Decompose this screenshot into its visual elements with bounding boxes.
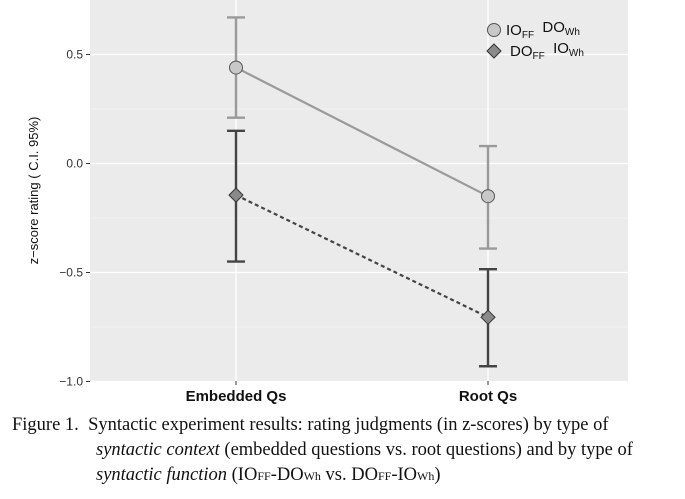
legend-label: DOFF IOWh xyxy=(510,40,584,62)
series-2 xyxy=(227,129,497,368)
caption-text-1: Syntactic experiment results: rating jud… xyxy=(88,415,609,435)
figure-caption: Figure 1. Syntactic experiment results: … xyxy=(12,413,677,489)
caption-part: vs. DO xyxy=(320,465,378,485)
legend-label: IOFF DOWh xyxy=(506,19,580,41)
data-point xyxy=(228,187,244,203)
y-tick-label: 0.0 xyxy=(66,157,83,171)
series-1 xyxy=(227,16,497,250)
caption-sub: Wh xyxy=(303,469,321,483)
series-line xyxy=(235,194,489,319)
y-axis-label: z−score rating ( C.I. 95%) xyxy=(26,117,41,265)
caption-sub: Wh xyxy=(417,469,435,483)
data-point xyxy=(229,60,243,75)
y-tick-label: 0.5 xyxy=(66,48,83,62)
data-point xyxy=(481,189,495,204)
legend-key xyxy=(486,43,502,59)
caption-text-2: (embedded questions vs. root questions) … xyxy=(224,440,633,460)
caption-sub: FF xyxy=(377,469,392,483)
chart: −1.0 −0.5 0.0 0.5 Embedded Qs Root Qs z−scor… xyxy=(26,0,628,405)
legend-key xyxy=(487,23,501,37)
caption-line-3: syntactic function (IOFF-DOWh vs. DOFF-I… xyxy=(12,463,677,489)
legend-item: IOFF DOWh xyxy=(487,19,580,41)
x-category-label: Root Qs xyxy=(459,388,517,405)
legend-item: DOFF IOWh xyxy=(486,40,584,62)
caption-part: (IO xyxy=(231,465,258,485)
caption-line-1: Figure 1. Syntactic experiment results: … xyxy=(12,413,677,438)
y-axis-ticks: −1.0 −0.5 0.0 0.5 xyxy=(59,48,90,389)
caption-part: -IO xyxy=(391,465,417,485)
caption-italic-2: syntactic function xyxy=(96,465,228,485)
series-line xyxy=(235,66,489,198)
x-axis-ticks: Embedded Qs Root Qs xyxy=(186,381,517,405)
y-tick-label: −1.0 xyxy=(59,375,83,389)
y-tick-label: −0.5 xyxy=(59,266,83,280)
data-point xyxy=(480,309,496,325)
caption-label: Figure 1. xyxy=(12,415,79,435)
plot-panel xyxy=(90,0,628,381)
caption-sub: FF xyxy=(257,469,271,483)
caption-part: ) xyxy=(434,465,441,485)
series-layer xyxy=(227,16,497,368)
caption-part: -DO xyxy=(270,465,304,485)
x-category-label: Embedded Qs xyxy=(186,388,287,405)
caption-line-2: syntactic context (embedded questions vs… xyxy=(12,438,677,463)
caption-italic-1: syntactic context xyxy=(96,440,220,460)
